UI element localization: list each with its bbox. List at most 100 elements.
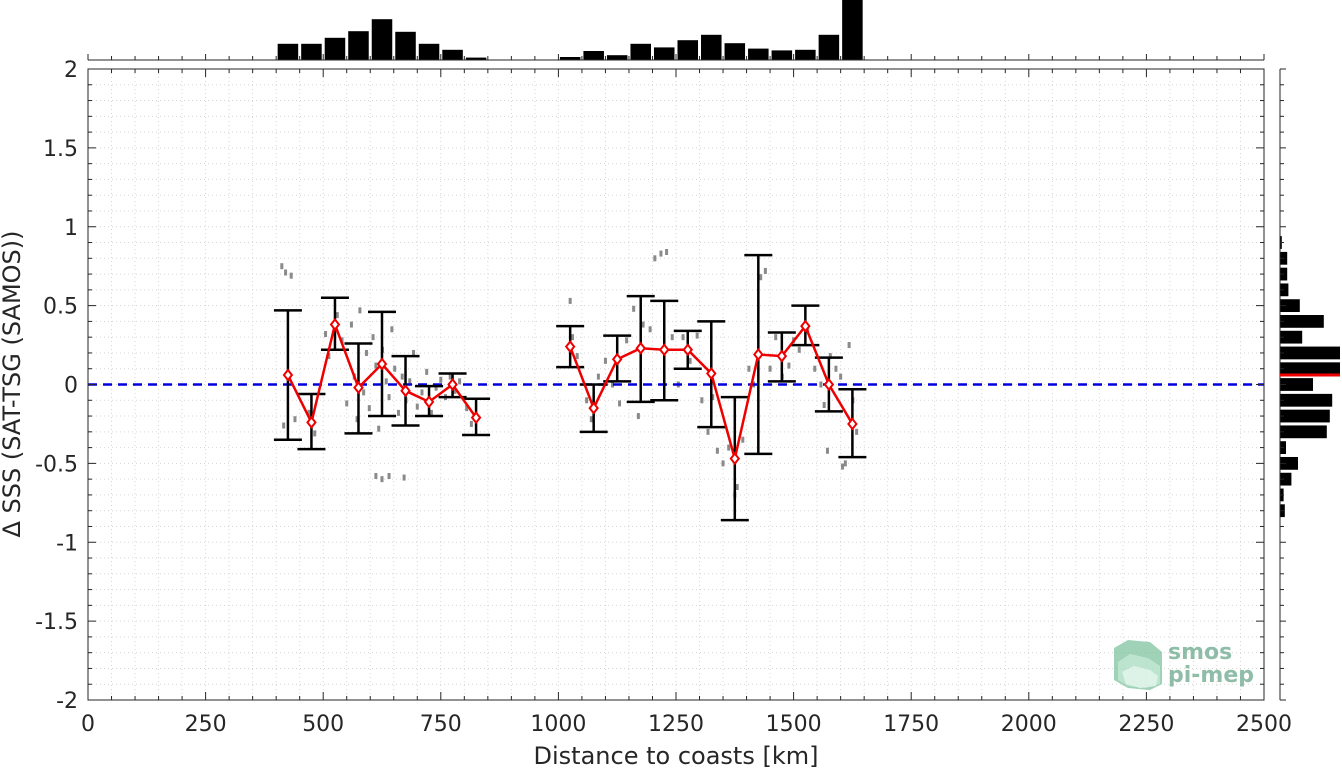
scatter-point <box>813 365 817 372</box>
series-point-marker <box>753 347 764 362</box>
right-hist-bar <box>1280 472 1292 486</box>
scatter-point <box>412 349 416 356</box>
scatter-point <box>387 394 391 401</box>
series-point-marker <box>729 452 741 466</box>
series-point-marker <box>282 368 294 382</box>
y-tick-label: -1.5 <box>35 610 78 635</box>
scatter-point <box>681 334 685 341</box>
logo-emblem-icon <box>1114 640 1162 690</box>
x-tick-label: 0 <box>81 712 95 737</box>
top-hist-bar <box>677 40 699 60</box>
scatter-point <box>843 460 847 467</box>
scatter-point <box>706 428 710 435</box>
top-hist-bar <box>348 31 369 60</box>
top-hist-bar <box>795 49 816 60</box>
scatter-point <box>402 474 406 481</box>
top-hist-bar <box>748 48 769 60</box>
scatter-point <box>420 389 424 396</box>
y-tick-label: 1 <box>64 216 78 241</box>
top-hist-bar <box>301 43 322 60</box>
scatter-point <box>345 400 349 407</box>
scatter-point <box>596 373 600 380</box>
series-point-marker <box>306 415 317 429</box>
top-hist-bar <box>606 55 628 60</box>
top-hist-bar <box>771 50 793 60</box>
scatter-point <box>280 263 284 270</box>
scatter-point <box>400 373 404 380</box>
top-hist-bar <box>324 37 346 60</box>
scatter-point <box>408 378 412 385</box>
top-hist-bar <box>842 0 863 60</box>
scatter-point <box>819 381 823 388</box>
scatter-point <box>458 378 462 385</box>
scatter-point <box>377 425 381 432</box>
right-hist-bar <box>1280 362 1340 376</box>
right-hist-bar <box>1280 315 1324 328</box>
scatter-point <box>355 416 359 423</box>
y-tick-labels: 2 1.5 1 0.5 0 -0.5 -1 -1.5 -2 <box>35 58 78 714</box>
scatter-point <box>313 430 317 437</box>
y-axis-title: Δ SSS (SAT-TSG (SAMOS)) <box>0 230 26 537</box>
scatter-point <box>448 373 452 380</box>
y-tick-label: -1 <box>56 531 78 556</box>
top-hist-bar <box>653 47 675 60</box>
x-tick-label: 1250 <box>648 712 704 737</box>
scatter-point <box>390 326 394 333</box>
scatter-point <box>768 365 772 372</box>
scatter-point <box>688 357 692 364</box>
scatter-point <box>453 387 457 394</box>
top-hist-bar <box>465 57 487 60</box>
right-hist-bar <box>1280 299 1300 313</box>
right-hist-bar <box>1280 330 1303 344</box>
x-tick-label: 2500 <box>1236 712 1292 737</box>
x-tick-label: 2000 <box>1001 712 1057 737</box>
x-tick-label: 750 <box>420 712 462 737</box>
scatter-point <box>841 463 845 470</box>
scatter-point <box>324 331 328 338</box>
x-tick-labels: 0 250 500 750 1000 1250 1500 1750 2000 2250 2500 <box>81 712 1292 737</box>
scatter-point <box>434 384 438 391</box>
scatter-point <box>603 357 607 364</box>
series-point-marker <box>611 352 623 366</box>
x-axis-title: Distance to coasts [km] <box>534 742 819 770</box>
scatter-point <box>641 321 645 328</box>
x-tick-label: 2250 <box>1118 712 1174 737</box>
scatter-point <box>364 349 368 356</box>
scatter-point <box>439 376 443 383</box>
scatter-point <box>374 362 378 369</box>
scatter-point <box>425 368 429 375</box>
scatter-point <box>839 373 843 380</box>
top-hist-bar <box>277 43 299 60</box>
scatter-point <box>358 307 362 314</box>
scatter-point <box>715 447 719 454</box>
scatter-point <box>700 397 704 404</box>
top-hist-bar <box>630 43 651 60</box>
scatter-point <box>415 403 419 410</box>
scatter-point <box>759 274 763 281</box>
scatter-point <box>284 269 288 276</box>
right-histogram <box>1279 68 1340 701</box>
scatter-point <box>828 353 832 360</box>
scatter-point <box>568 297 572 304</box>
scatter-point <box>374 472 378 479</box>
smos-pimep-logo: smos pi-mep <box>1114 640 1254 690</box>
scatter-point <box>380 476 384 483</box>
x-tick-label: 1750 <box>883 712 939 737</box>
series-point-marker <box>588 401 599 415</box>
scatter-point <box>367 405 371 412</box>
scatter-point <box>307 409 311 416</box>
scatter-point <box>632 305 636 312</box>
scatter-point <box>763 267 767 274</box>
scatter-point <box>625 337 629 344</box>
top-hist-bar <box>418 43 440 60</box>
scatter-point <box>575 353 579 360</box>
top-hist-bar <box>395 31 416 60</box>
x-tick-label: 1000 <box>530 712 586 737</box>
right-hist-bar <box>1280 378 1313 391</box>
scatter-point <box>636 413 640 420</box>
series-point-marker <box>376 357 388 371</box>
scatter-point <box>610 381 614 388</box>
y-tick-label: -2 <box>56 689 78 714</box>
series-point-marker <box>776 349 788 363</box>
scatter-point <box>618 400 622 407</box>
